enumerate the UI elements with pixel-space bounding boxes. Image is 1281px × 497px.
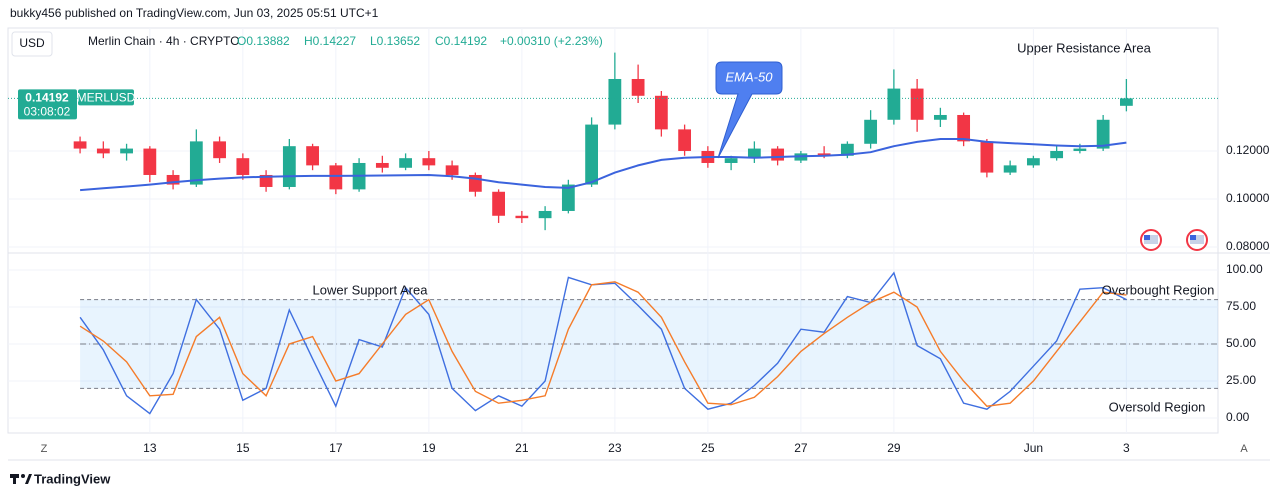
candle-body — [1050, 150, 1064, 159]
ema-line — [80, 138, 1127, 192]
a-label[interactable]: A — [1240, 443, 1248, 455]
candle-body — [608, 78, 622, 125]
brand: TradingView — [34, 471, 111, 486]
x-tick-label: 29 — [887, 441, 901, 455]
countdown: 03:08:02 — [24, 105, 71, 119]
x-tick-label: 3 — [1123, 441, 1130, 455]
plot-frame — [7, 27, 1219, 434]
candle-body — [306, 146, 319, 166]
annotation: Overbought Region — [1102, 282, 1215, 297]
marks — [8, 52, 1218, 415]
z-button[interactable] — [30, 439, 58, 459]
candle-body — [631, 78, 645, 96]
z-label[interactable]: Z — [41, 443, 48, 455]
candle-body — [120, 148, 133, 154]
y-tick-label: 0.08000 — [1226, 239, 1270, 253]
x-tick-label: 27 — [794, 441, 808, 455]
x-tick-label: 25 — [701, 441, 715, 455]
publisher: bukky456 published on TradingView.com, J… — [10, 6, 379, 20]
x-tick-label: 13 — [143, 441, 157, 455]
y-tick-label: 0.12000 — [1226, 143, 1270, 157]
y-tick-label: 0.10000 — [1226, 191, 1270, 205]
candle-body — [73, 141, 87, 149]
candle-body — [910, 88, 924, 120]
annotation: Upper Resistance Area — [1017, 40, 1151, 55]
candle-body — [213, 141, 226, 159]
candle-body — [654, 95, 668, 130]
candle-body — [957, 114, 971, 142]
annotation: Oversold Region — [1109, 399, 1206, 414]
y-tick-label: 50.00 — [1226, 336, 1256, 350]
flag-icon[interactable] — [1186, 229, 1208, 251]
ohlc-close: C0.14192 — [435, 34, 487, 48]
candle-body — [259, 174, 273, 187]
last-price-box — [18, 89, 77, 120]
candle-body — [515, 215, 529, 219]
ohlc-high: H0.14227 — [304, 34, 356, 48]
candle-body — [143, 148, 157, 175]
y-tick-label: 100.00 — [1226, 262, 1263, 276]
candle-body — [561, 184, 575, 211]
candle-body — [817, 153, 831, 156]
stoch-line — [79, 281, 1127, 407]
candle-body — [887, 88, 901, 120]
brand-logo — [10, 474, 32, 484]
x-tick-label: 23 — [608, 441, 622, 455]
x-tick-label: Jun — [1024, 441, 1043, 455]
candle-body — [166, 174, 180, 185]
candle-body — [329, 165, 343, 190]
candle-body — [1003, 165, 1017, 173]
ohlc-low: L0.13652 — [370, 34, 420, 48]
candle-body — [1073, 148, 1087, 151]
candle-body — [724, 158, 738, 163]
y-tick-label: 75.00 — [1226, 299, 1256, 313]
ema-callout — [715, 61, 783, 159]
candle-body — [538, 210, 552, 219]
candle-body — [96, 148, 110, 154]
candle-body — [236, 158, 250, 175]
candle-body — [980, 141, 994, 173]
candle-body — [933, 114, 947, 120]
symbol: Merlin Chain · 4h · CRYPTO — [88, 34, 240, 48]
candle-body — [747, 148, 761, 159]
ema-label: EMA-50 — [726, 69, 774, 84]
candle-body — [445, 165, 459, 175]
currency[interactable]: USD — [19, 36, 45, 50]
currency-button[interactable] — [11, 31, 53, 57]
y-tick-label: 0.00 — [1226, 410, 1250, 424]
ohlc-change: +0.00310 (+2.23%) — [500, 34, 603, 48]
candle-body — [1026, 158, 1040, 166]
candle-body — [840, 143, 854, 156]
candle-body — [375, 162, 389, 168]
flag-icon[interactable] — [1140, 229, 1162, 251]
candle-body — [771, 148, 785, 161]
last-price: 0.14192 — [25, 91, 69, 105]
annotation: Lower Support Area — [313, 282, 429, 297]
candle-body — [422, 158, 436, 166]
candle-body — [864, 119, 878, 144]
candle-body — [399, 158, 412, 168]
x-tick-label: 17 — [329, 441, 343, 455]
ticker-box — [78, 89, 134, 106]
candle-body — [585, 124, 599, 185]
candle-body — [282, 146, 296, 187]
stoch-line — [79, 271, 1127, 415]
ohlc-open: O0.13882 — [237, 34, 290, 48]
x-tick-label: 21 — [515, 441, 529, 455]
ticker: MERLUSD — [77, 91, 136, 105]
y-tick-label: 25.00 — [1226, 373, 1256, 387]
x-tick-label: 15 — [236, 441, 250, 455]
candle-body — [492, 191, 505, 216]
candle-body — [1096, 119, 1110, 149]
candle-body — [189, 141, 203, 185]
candle-body — [1119, 98, 1133, 106]
x-tick-label: 19 — [422, 441, 436, 455]
candle-body — [678, 129, 692, 151]
